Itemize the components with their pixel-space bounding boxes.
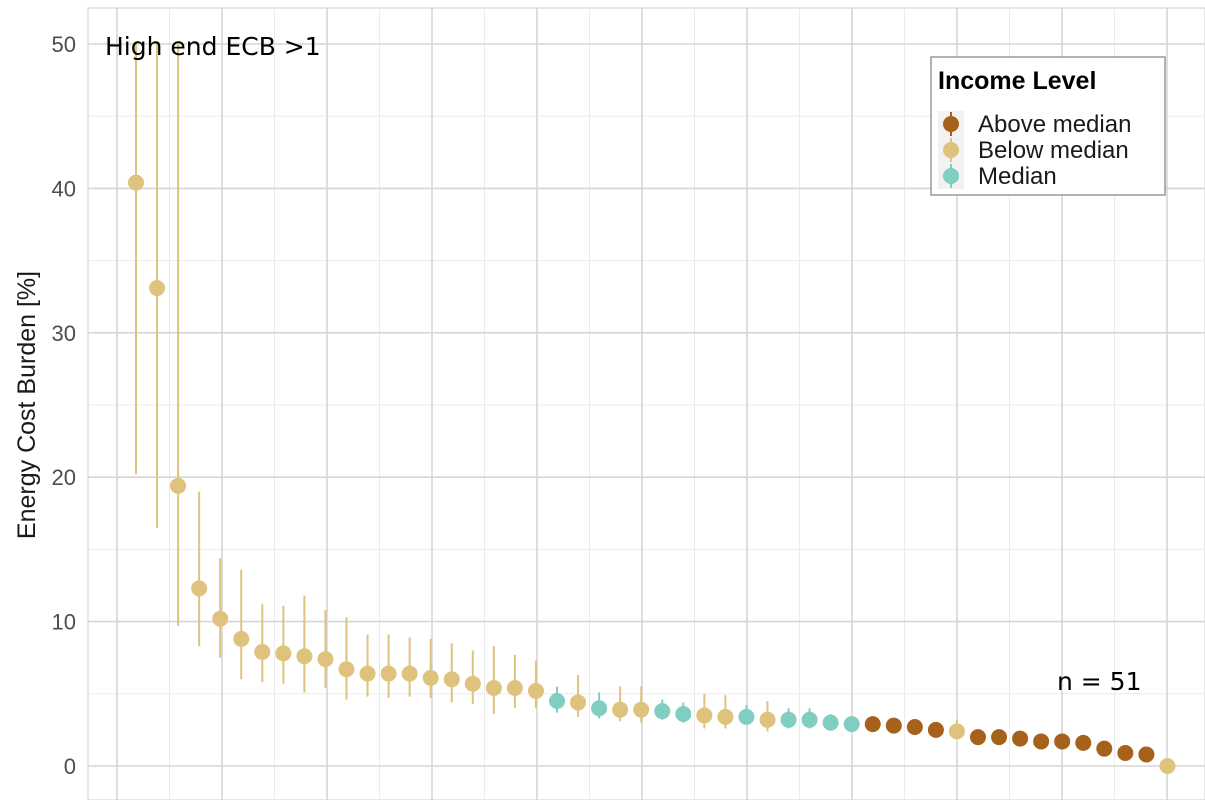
y-tick-label: 40 xyxy=(52,176,76,201)
data-point xyxy=(1075,734,1092,751)
data-point xyxy=(948,723,965,740)
data-point xyxy=(1033,733,1050,750)
data-point xyxy=(1054,733,1071,750)
legend-key-point xyxy=(943,116,959,132)
data-point xyxy=(717,708,734,725)
legend-key-point xyxy=(943,168,959,184)
data-point xyxy=(1117,745,1134,762)
data-point xyxy=(780,711,797,728)
data-point xyxy=(506,680,523,697)
data-point xyxy=(633,701,650,718)
data-point xyxy=(296,648,313,665)
data-point xyxy=(970,729,986,746)
data-point xyxy=(885,717,902,734)
data-point xyxy=(275,645,292,662)
annotation-high-end: High end ECB >1 xyxy=(105,32,321,61)
data-point xyxy=(549,693,565,710)
data-point xyxy=(675,706,692,723)
data-point xyxy=(822,714,839,731)
y-tick-labels: 0 10 20 30 40 50 xyxy=(52,32,76,779)
legend-box xyxy=(930,56,1166,196)
data-point xyxy=(738,708,755,725)
legend-label: Median xyxy=(978,163,1057,190)
data-point xyxy=(170,477,187,494)
data-point xyxy=(359,665,376,682)
legend-label: Above median xyxy=(978,111,1131,138)
data-point xyxy=(1012,730,1029,747)
y-tick-label: 20 xyxy=(52,465,76,490)
data-point xyxy=(149,280,166,297)
data-point xyxy=(464,675,481,692)
data-point xyxy=(1096,740,1113,757)
data-point xyxy=(906,719,923,736)
data-point xyxy=(380,665,397,682)
data-point xyxy=(1159,758,1176,774)
data-point xyxy=(570,694,587,711)
legend-key-point xyxy=(943,142,959,158)
data-point xyxy=(422,669,439,686)
data-point xyxy=(654,703,671,720)
data-points xyxy=(128,174,1176,774)
data-point xyxy=(128,174,144,191)
data-point xyxy=(591,700,608,717)
y-axis-title: Energy Cost Burden [%] xyxy=(13,271,41,539)
data-point xyxy=(843,716,860,733)
y-tick-label: 50 xyxy=(52,32,76,57)
data-point xyxy=(864,716,881,733)
y-tick-label: 0 xyxy=(64,754,76,779)
data-point xyxy=(991,729,1008,746)
data-point xyxy=(801,711,818,728)
data-point xyxy=(401,665,418,682)
data-point xyxy=(443,671,460,688)
legend-title: Income Level xyxy=(938,67,1096,95)
annotation-n-count: n = 51 xyxy=(1057,667,1142,696)
data-point xyxy=(527,682,544,699)
data-point xyxy=(759,711,776,728)
data-point xyxy=(338,661,355,678)
legend-label: Below median xyxy=(978,137,1129,164)
data-point xyxy=(485,680,502,697)
data-point xyxy=(317,651,334,668)
data-point xyxy=(191,580,208,597)
data-point xyxy=(612,701,629,718)
data-point xyxy=(254,643,271,660)
y-tick-label: 10 xyxy=(52,610,76,635)
data-point xyxy=(233,630,250,647)
data-point xyxy=(212,610,229,627)
data-point xyxy=(927,721,944,738)
data-point xyxy=(1138,746,1155,763)
y-tick-label: 30 xyxy=(52,321,76,346)
data-point xyxy=(696,707,713,724)
